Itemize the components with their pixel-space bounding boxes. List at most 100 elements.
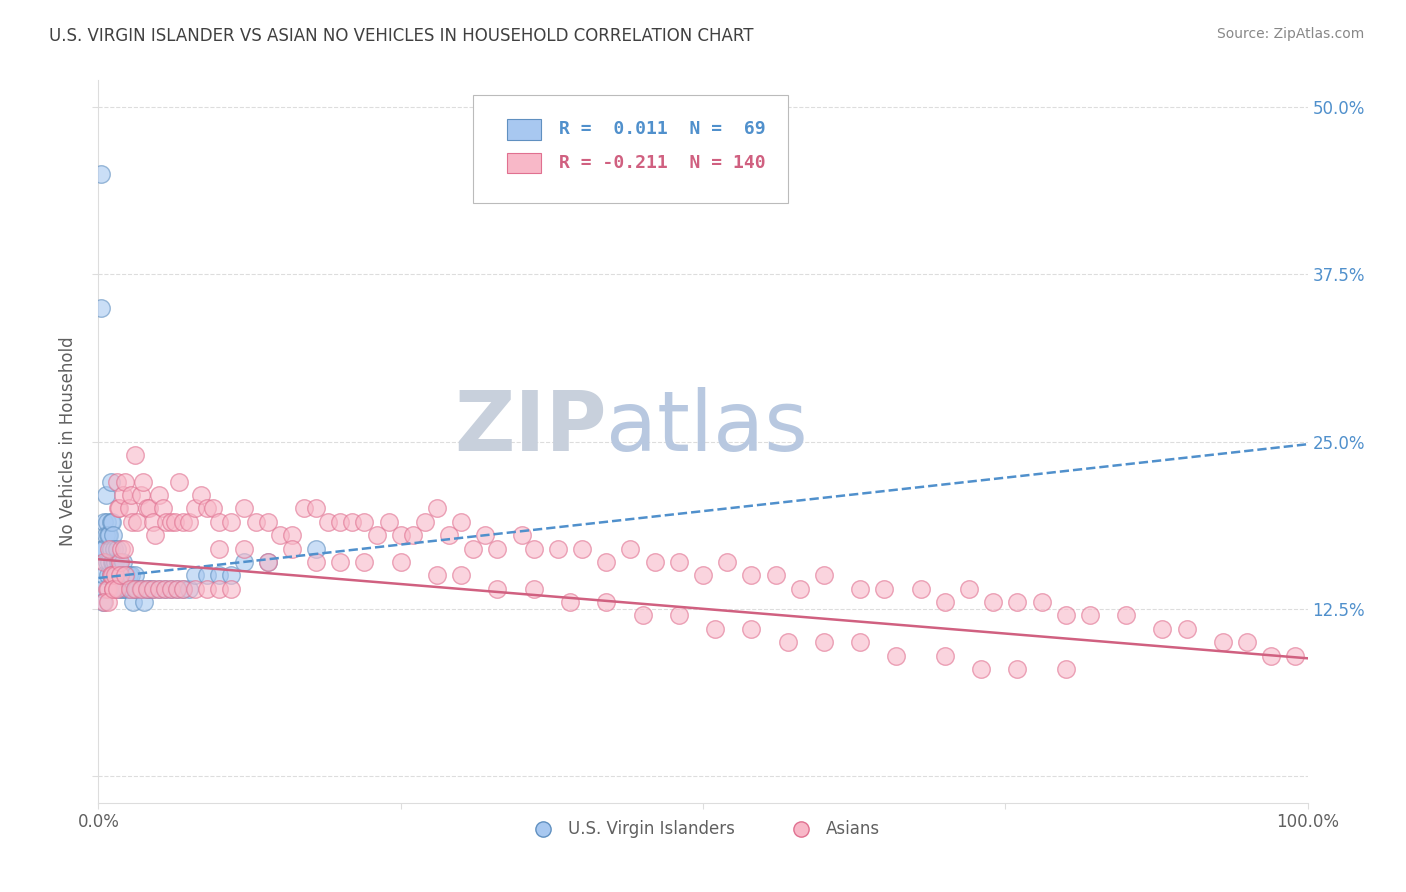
Point [179,582,201,596]
Point [120,488,142,502]
Point [886,648,908,663]
Point [1007,662,1029,676]
Point [148,488,170,502]
Point [172,582,194,596]
Point [93,595,115,609]
Point [111,555,134,569]
Point [316,515,339,529]
Point [450,568,472,582]
Point [172,515,194,529]
Point [125,582,148,596]
Point [281,528,304,542]
Point [90,167,112,181]
Point [104,555,127,569]
Point [115,568,138,582]
Point [232,501,254,516]
Point [366,528,388,542]
Point [100,515,122,529]
Point [329,515,352,529]
Point [166,582,188,596]
Legend: U.S. Virgin Islanders, Asians: U.S. Virgin Islanders, Asians [519,814,887,845]
Point [101,555,124,569]
Point [595,595,617,609]
Point [910,582,932,596]
Point [353,515,375,529]
Point [813,635,835,649]
Point [692,568,714,582]
Point [353,555,375,569]
Point [1284,648,1306,663]
Y-axis label: No Vehicles in Household: No Vehicles in Household [59,336,77,547]
Point [93,568,115,582]
Point [124,568,146,582]
Text: U.S. VIRGIN ISLANDER VS ASIAN NO VEHICLES IN HOUSEHOLD CORRELATION CHART: U.S. VIRGIN ISLANDER VS ASIAN NO VEHICLE… [49,27,754,45]
Point [934,648,956,663]
Point [103,541,125,556]
Point [107,555,129,569]
Point [100,541,122,556]
Point [547,541,569,556]
Point [90,301,112,315]
Point [704,622,727,636]
Point [184,501,207,516]
Point [256,555,278,569]
Point [135,501,157,516]
Point [716,555,738,569]
Point [1152,622,1174,636]
FancyBboxPatch shape [474,95,787,203]
Point [97,595,120,609]
Point [523,541,546,556]
Point [148,582,170,596]
Point [96,515,118,529]
Point [118,501,141,516]
Point [121,582,143,596]
Point [208,541,231,556]
Point [135,582,157,596]
Point [98,528,121,542]
Point [97,568,120,582]
Point [571,541,593,556]
Point [108,555,131,569]
Point [208,582,231,596]
Point [108,501,131,516]
Text: atlas: atlas [606,386,808,467]
Point [129,582,152,596]
Point [558,595,581,609]
Point [153,582,176,596]
Point [110,541,132,556]
Point [111,582,134,596]
Bar [508,153,541,173]
Point [114,568,136,582]
Point [96,555,118,569]
Text: Source: ZipAtlas.com: Source: ZipAtlas.com [1216,27,1364,41]
Point [105,475,128,489]
Point [849,635,872,649]
Point [108,555,131,569]
Point [97,582,120,596]
Point [138,582,160,596]
Point [281,541,304,556]
Point [873,582,896,596]
Point [644,555,666,569]
Point [111,488,134,502]
Point [849,582,872,596]
Point [232,555,254,569]
Point [91,541,114,556]
Point [202,501,225,516]
Point [101,582,124,596]
Point [740,622,762,636]
Point [100,475,122,489]
Point [100,568,122,582]
Point [100,568,122,582]
Point [96,582,118,596]
Point [93,555,115,569]
Point [389,528,412,542]
Point [105,541,128,556]
Point [668,608,690,623]
Point [94,488,117,502]
Point [120,568,142,582]
Point [100,568,122,582]
Point [474,528,496,542]
Point [131,582,153,596]
Point [153,582,176,596]
